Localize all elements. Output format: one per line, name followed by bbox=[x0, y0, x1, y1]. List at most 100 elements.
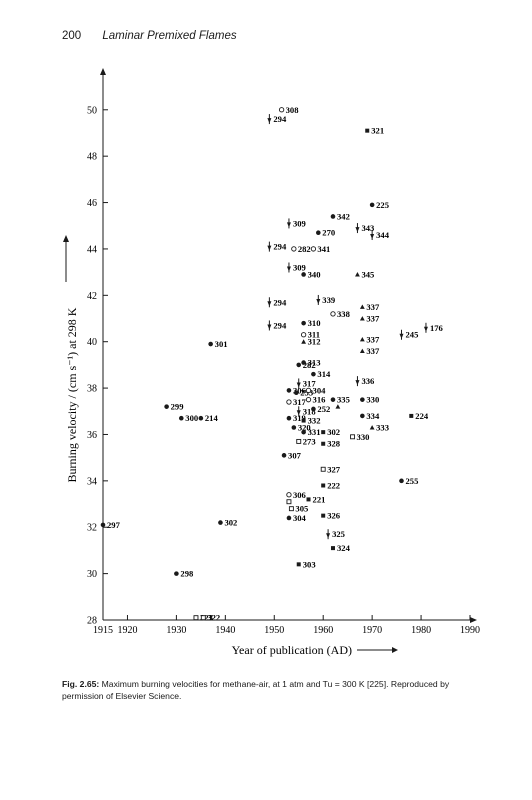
point-label: 270 bbox=[322, 228, 335, 238]
y-tick-label: 44 bbox=[87, 244, 97, 255]
x-axis-title: Year of publication (AD) bbox=[232, 643, 352, 657]
data-point: 330 bbox=[360, 395, 379, 405]
point-marker-head bbox=[286, 266, 291, 272]
point-label: 320 bbox=[298, 423, 311, 433]
figure-label: Fig. 2.65: bbox=[62, 679, 100, 689]
data-point: 316 bbox=[305, 395, 327, 405]
point-marker bbox=[409, 413, 414, 418]
x-axis-arrowhead bbox=[470, 617, 477, 623]
page-header: 200 Laminar Premixed Flames bbox=[62, 30, 237, 42]
point-marker bbox=[296, 562, 301, 567]
data-point: 317 bbox=[296, 378, 317, 389]
y-tick-label: 38 bbox=[87, 384, 97, 395]
point-marker bbox=[301, 418, 306, 423]
point-label: 317 bbox=[303, 378, 317, 388]
point-marker bbox=[218, 520, 223, 525]
y-tick-label: 30 bbox=[87, 569, 97, 580]
point-marker bbox=[321, 441, 326, 446]
point-marker bbox=[301, 272, 306, 277]
point-label: 214 bbox=[205, 413, 219, 423]
point-marker bbox=[286, 415, 292, 421]
point-label: 324 bbox=[337, 543, 351, 553]
data-point: 302 bbox=[218, 518, 237, 528]
point-marker bbox=[208, 341, 213, 347]
data-point: 302 bbox=[321, 427, 340, 437]
point-label: 337 bbox=[366, 346, 380, 356]
data-point: 327 bbox=[320, 464, 341, 474]
data-point: 333 bbox=[369, 423, 389, 433]
point-marker bbox=[311, 406, 316, 412]
data-point: 307 bbox=[281, 450, 302, 460]
data-point: 310 bbox=[301, 318, 321, 328]
point-marker-head bbox=[355, 227, 360, 233]
data-point: 326 bbox=[321, 511, 341, 521]
x-tick-label: 1915 bbox=[93, 625, 113, 636]
point-marker bbox=[369, 202, 375, 208]
point-label: 221 bbox=[313, 494, 326, 504]
point-label: 340 bbox=[308, 269, 321, 279]
data-point: 245 bbox=[399, 329, 418, 340]
point-marker-head bbox=[267, 301, 272, 307]
point-marker bbox=[286, 499, 292, 505]
point-label: 343 bbox=[361, 223, 374, 233]
point-label: 304 bbox=[313, 385, 327, 395]
point-label: 282 bbox=[303, 360, 316, 370]
point-label: 316 bbox=[313, 395, 327, 405]
point-marker bbox=[330, 397, 336, 402]
point-marker bbox=[301, 320, 306, 326]
point-label: 309 bbox=[293, 262, 306, 272]
point-label: 322 bbox=[207, 613, 220, 623]
point-marker bbox=[286, 515, 292, 521]
point-marker bbox=[200, 615, 206, 621]
point-label: 308 bbox=[286, 105, 300, 115]
point-marker bbox=[321, 430, 326, 435]
point-marker-head bbox=[267, 324, 272, 330]
point-marker bbox=[335, 404, 341, 409]
data-point: 341 bbox=[310, 244, 330, 254]
point-label: 252 bbox=[317, 404, 330, 414]
x-tick-label: 1980 bbox=[411, 625, 431, 636]
data-point: 337 bbox=[359, 314, 380, 324]
data-point: 298 bbox=[174, 569, 194, 579]
data-point: 309 bbox=[286, 218, 306, 229]
point-label: 222 bbox=[327, 480, 340, 490]
point-label: 339 bbox=[322, 295, 335, 305]
data-point: 342 bbox=[330, 211, 350, 221]
data-point: 300 bbox=[178, 413, 198, 423]
point-label: 300 bbox=[185, 413, 198, 423]
point-marker-head bbox=[296, 410, 301, 416]
point-label: 334 bbox=[366, 411, 380, 421]
y-tick-label: 28 bbox=[87, 616, 97, 627]
data-point: 282 bbox=[296, 360, 316, 370]
point-marker-head bbox=[286, 222, 291, 228]
point-marker bbox=[193, 615, 199, 621]
point-marker bbox=[300, 332, 307, 338]
point-label: 341 bbox=[317, 244, 330, 254]
point-label: 306 bbox=[293, 490, 307, 500]
point-marker bbox=[293, 390, 299, 396]
point-marker bbox=[359, 348, 365, 353]
data-point: 306 bbox=[286, 490, 307, 500]
data-point: 337 bbox=[359, 334, 380, 344]
axes bbox=[100, 68, 477, 623]
point-label: 323 bbox=[200, 613, 213, 623]
data-point: 214 bbox=[198, 413, 219, 423]
data-point: 273 bbox=[296, 436, 316, 446]
point-label: 326 bbox=[327, 511, 341, 521]
data-point: 339 bbox=[316, 294, 335, 305]
point-marker-head bbox=[370, 234, 375, 240]
point-label: 344 bbox=[376, 230, 390, 240]
point-label: 305 bbox=[295, 504, 308, 514]
point-marker bbox=[305, 397, 312, 403]
point-marker-head bbox=[316, 298, 321, 304]
y-axis-title: Burning velocity / (cm s⁻¹) at 298 K bbox=[65, 307, 79, 482]
point-label: 298 bbox=[180, 569, 194, 579]
point-marker bbox=[311, 371, 316, 377]
point-marker bbox=[306, 497, 311, 502]
point-marker-head bbox=[267, 245, 272, 251]
point-label: 317 bbox=[293, 397, 307, 407]
point-marker-head bbox=[326, 533, 331, 539]
point-marker-head bbox=[296, 382, 301, 388]
data-point: 294 bbox=[267, 320, 287, 331]
